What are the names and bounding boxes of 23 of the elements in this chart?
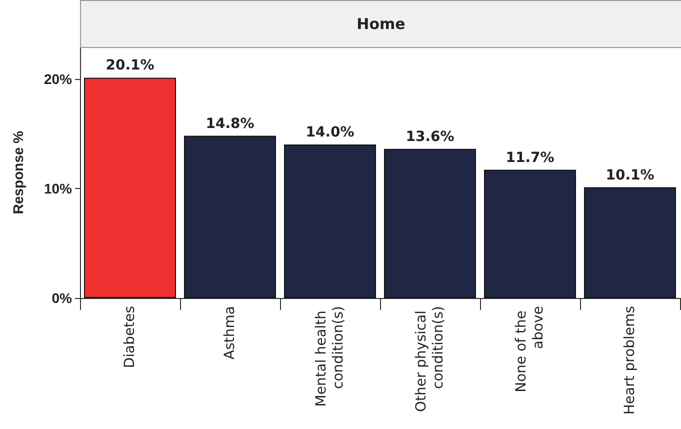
data-label: 14.8% [206,116,254,132]
x-tick-label: Asthma [222,306,238,360]
data-label: 11.7% [506,150,554,166]
bar [384,148,476,298]
bar [84,78,176,298]
bar [584,187,676,298]
y-tick-label: 0% [52,290,73,306]
data-label: 10.1% [606,167,654,184]
y-tick-label: 20% [44,70,73,87]
chart-title: Home [80,0,681,48]
x-tick-label: Other physical condition(s) [414,306,446,412]
data-label: 13.6% [406,128,454,145]
bar [184,136,276,298]
x-tick-label: Heart problems [622,306,638,415]
bar [484,170,576,298]
x-tick-label: None of the above [514,306,546,392]
y-axis-title: Response % [10,130,26,214]
x-tick-label: Diabetes [122,306,138,368]
y-tick-label: 10% [44,180,73,196]
x-tick-label: Mental health condition(s) [314,306,346,407]
data-label: 14.0% [306,124,354,141]
data-label: 20.1% [106,58,154,74]
bar [284,144,376,298]
